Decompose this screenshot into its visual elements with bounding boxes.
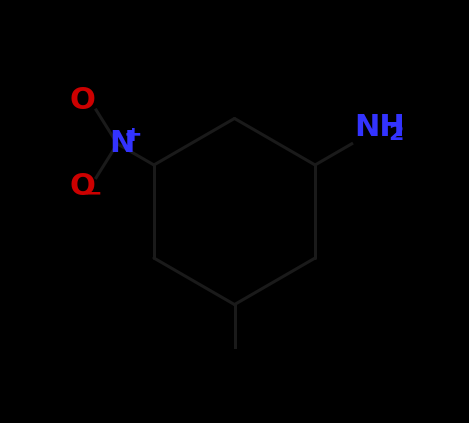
Text: NH: NH	[354, 113, 405, 142]
Text: 2: 2	[388, 124, 404, 144]
Text: −: −	[84, 184, 102, 204]
Text: +: +	[124, 124, 143, 145]
Text: O: O	[70, 86, 96, 115]
Text: N: N	[109, 129, 134, 158]
Text: O: O	[70, 173, 96, 201]
